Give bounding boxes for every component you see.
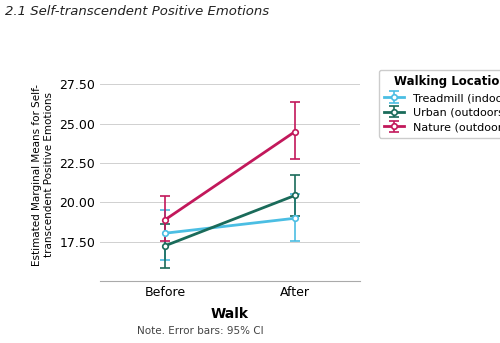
Y-axis label: Estimated Marginal Means for Self-
transcendent Positive Emotions: Estimated Marginal Means for Self- trans… [32, 84, 54, 266]
X-axis label: Walk: Walk [211, 307, 249, 321]
Text: 2.1 Self-transcendent Positive Emotions: 2.1 Self-transcendent Positive Emotions [5, 5, 269, 18]
Text: Note. Error bars: 95% CI: Note. Error bars: 95% CI [136, 326, 264, 336]
Legend: Treadmill (indoors), Urban (outdoors), Nature (outdoors): Treadmill (indoors), Urban (outdoors), N… [378, 70, 500, 138]
